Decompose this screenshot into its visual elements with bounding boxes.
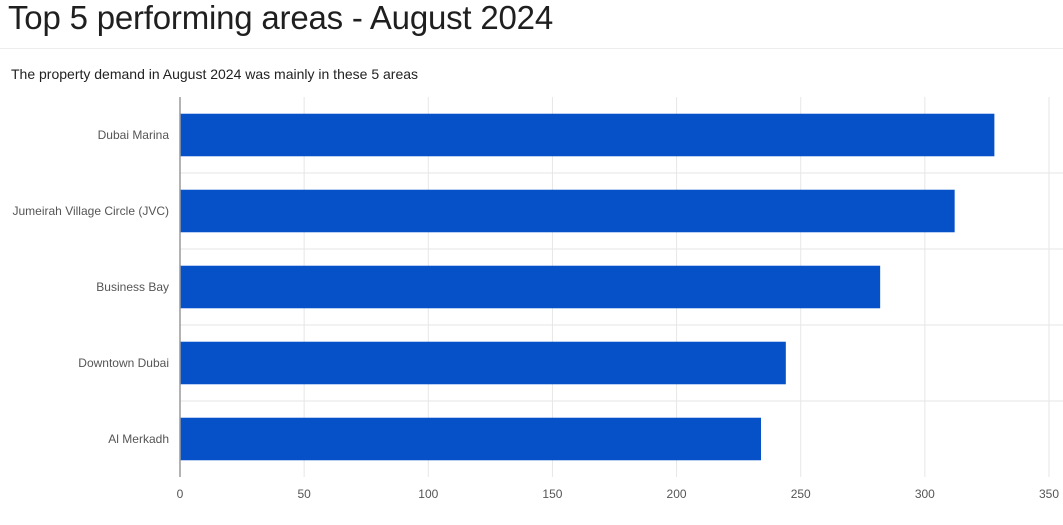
category-label: Business Bay — [96, 280, 169, 294]
bar[interactable] — [180, 113, 995, 157]
x-tick-label: 150 — [542, 487, 562, 501]
axes: 0 50 100 150 200 250 300 350 Dubai Marina Jumeira… — [13, 97, 1059, 501]
category-label: Downtown Dubai — [78, 356, 169, 370]
x-tick-label: 50 — [297, 487, 311, 501]
page-title: Top 5 performing areas - August 2024 — [8, 0, 553, 36]
bars — [180, 113, 995, 461]
x-tick-label: 200 — [667, 487, 687, 501]
chart-subtitle: The property demand in August 2024 was m… — [11, 66, 419, 82]
category-label: Jumeirah Village Circle (JVC) — [13, 204, 170, 218]
category-label: Dubai Marina — [98, 128, 170, 142]
category-label: Al Merkadh — [108, 432, 169, 446]
x-tick-label: 0 — [177, 487, 184, 501]
bar[interactable] — [180, 265, 881, 309]
x-tick-label: 250 — [791, 487, 811, 501]
bar[interactable] — [180, 341, 786, 385]
bar[interactable] — [180, 417, 761, 461]
x-tick-label: 100 — [418, 487, 438, 501]
title-divider — [0, 48, 1063, 49]
x-tick-label: 350 — [1039, 487, 1059, 501]
x-tick-label: 300 — [915, 487, 935, 501]
bar[interactable] — [180, 189, 955, 233]
